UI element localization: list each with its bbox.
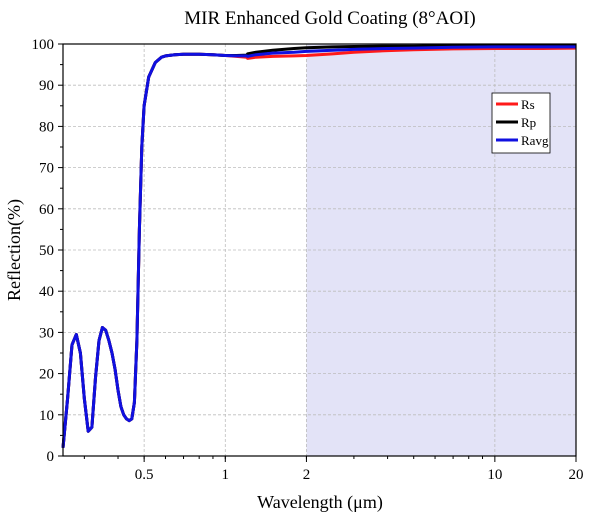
x-tick-label: 2 — [303, 467, 311, 483]
y-tick-label: 100 — [32, 37, 55, 53]
y-tick-label: 30 — [39, 325, 54, 341]
series-line-ravg — [61, 45, 576, 448]
legend-label-rp: Rp — [521, 115, 536, 130]
legend-label-ravg: Ravg — [521, 133, 549, 148]
y-axis-label: Reflection(%) — [4, 199, 25, 301]
series-layer — [61, 44, 577, 448]
y-tick-label: 70 — [39, 161, 54, 177]
y-tick-label: 60 — [39, 202, 54, 218]
x-tick-label: 10 — [487, 467, 502, 483]
x-tick-label: 20 — [569, 467, 584, 483]
y-tick-label: 0 — [47, 449, 55, 465]
y-tick-label: 50 — [39, 243, 54, 259]
legend-label-rs: Rs — [521, 97, 535, 112]
x-axis-label: Wavelength (μm) — [257, 492, 383, 513]
legend: Rs Rp Ravg — [491, 92, 551, 154]
y-tick-label: 40 — [39, 284, 54, 300]
x-tick-label: 1 — [222, 467, 230, 483]
y-tick-label: 90 — [39, 78, 54, 94]
x-tick-label: 0.5 — [135, 467, 154, 483]
chart-title: MIR Enhanced Gold Coating (8°AOI) — [184, 8, 476, 29]
y-tick-label: 80 — [39, 119, 54, 135]
axes: 0 10 20 30 40 50 60 70 80 90 100 0.5 1 2 10 20 — [32, 37, 584, 483]
y-tick-label: 20 — [39, 367, 54, 383]
y-tick-label: 10 — [39, 408, 54, 424]
